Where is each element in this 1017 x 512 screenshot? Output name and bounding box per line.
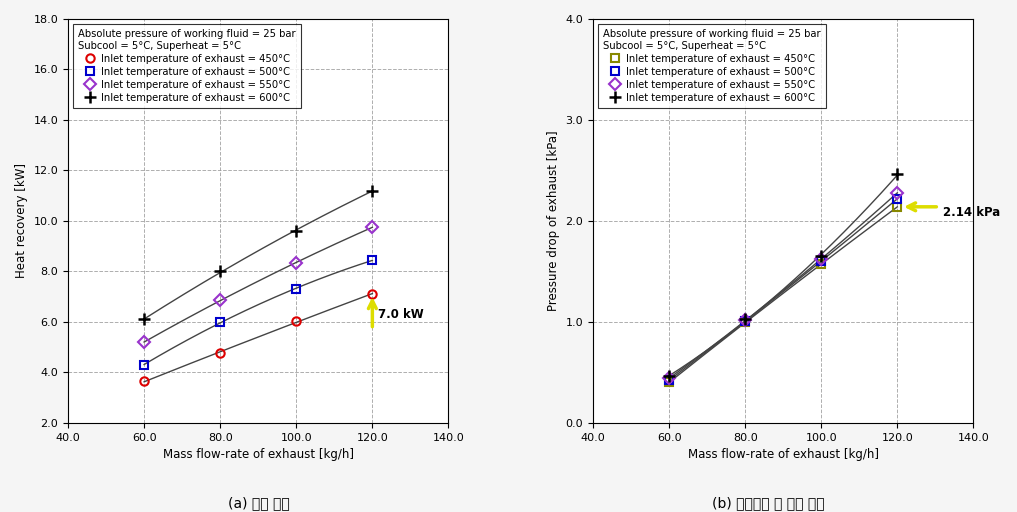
X-axis label: Mass flow-rate of exhaust [kg/h]: Mass flow-rate of exhaust [kg/h] [687, 448, 879, 461]
Legend: Inlet temperature of exhaust = 450°C, Inlet temperature of exhaust = 500°C, Inle: Inlet temperature of exhaust = 450°C, In… [598, 24, 826, 108]
Y-axis label: Pressure drop of exhaust [kPa]: Pressure drop of exhaust [kPa] [547, 131, 560, 311]
Text: 7.0 kW: 7.0 kW [378, 308, 424, 321]
Text: (a) 회수 열량: (a) 회수 열량 [229, 496, 290, 510]
Text: (b) 배기가스 측 압력 손실: (b) 배기가스 측 압력 손실 [712, 496, 824, 510]
Text: 2.14 kPa: 2.14 kPa [943, 206, 1001, 219]
X-axis label: Mass flow-rate of exhaust [kg/h]: Mass flow-rate of exhaust [kg/h] [163, 448, 354, 461]
Y-axis label: Heat recovery [kW]: Heat recovery [kW] [15, 163, 28, 279]
Legend: Inlet temperature of exhaust = 450°C, Inlet temperature of exhaust = 500°C, Inle: Inlet temperature of exhaust = 450°C, In… [73, 24, 301, 108]
